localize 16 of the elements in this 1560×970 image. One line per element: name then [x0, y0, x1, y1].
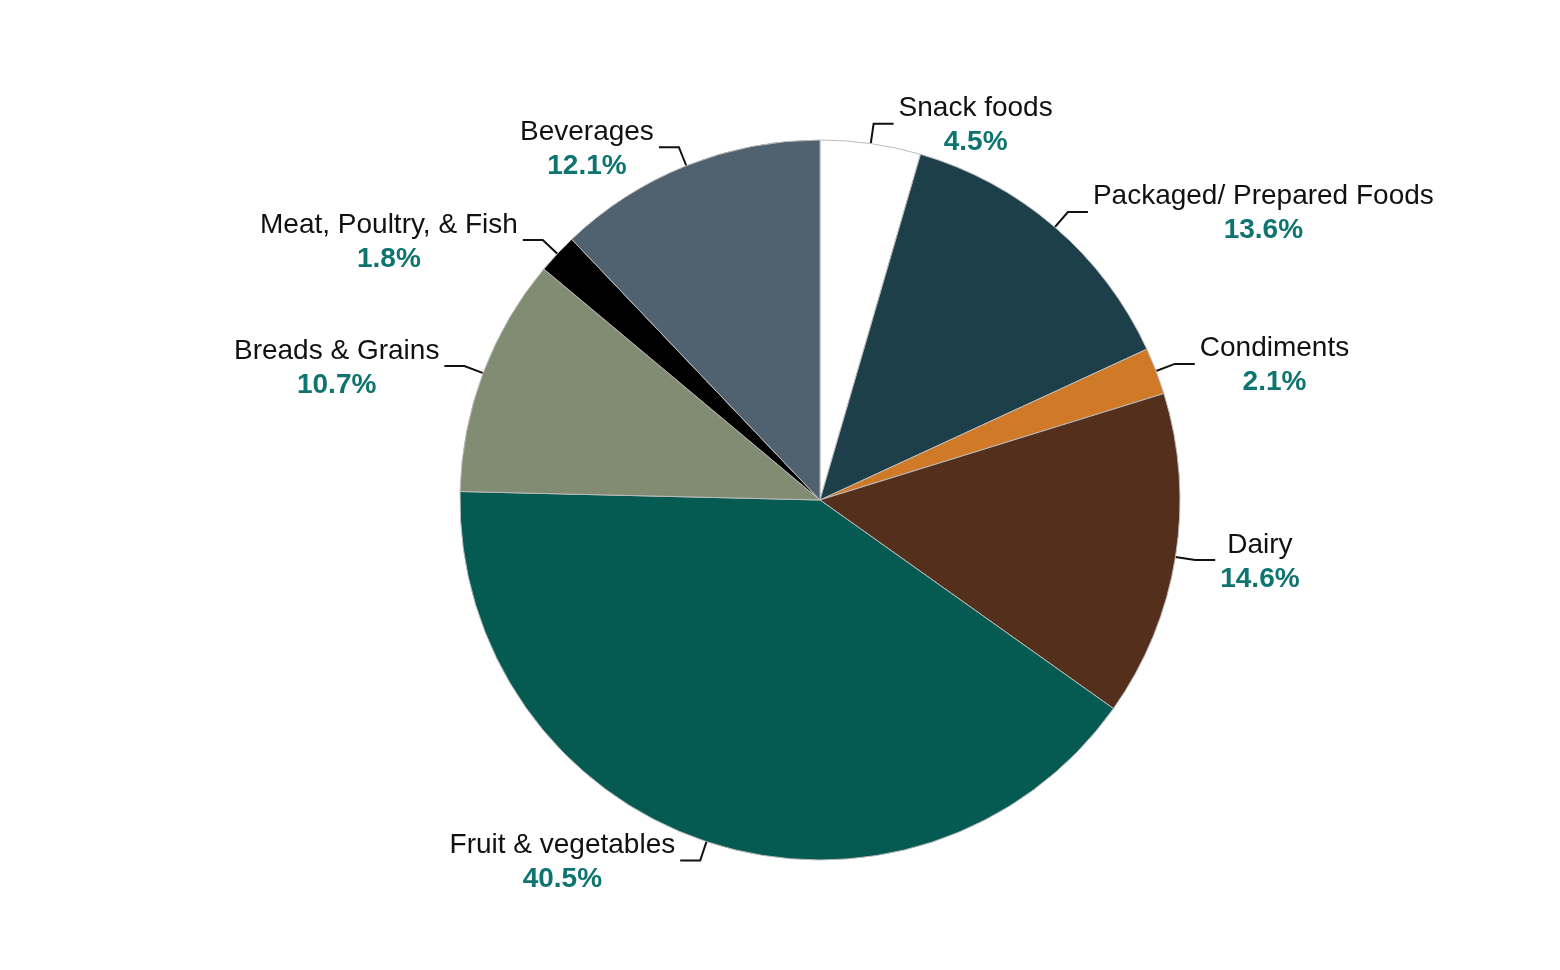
slice-label: Breads & Grains — [233, 333, 440, 365]
data-label: 1.8% — [356, 241, 421, 273]
data-label: 40.5% — [522, 862, 603, 894]
slice-label: Packaged/ Prepared Foods — [1092, 179, 1434, 211]
data-label: 13.6% — [1223, 213, 1304, 245]
slice-label: Meat, Poultry, & Fish — [259, 207, 518, 239]
slice-label: Fruit & vegetables — [449, 828, 676, 860]
data-label: 14.6% — [1220, 561, 1300, 593]
data-label: 12.1% — [547, 148, 627, 180]
slice-label: Snack foods — [898, 91, 1053, 123]
slice-label: Dairy — [1227, 527, 1293, 559]
slice-label: Condiments — [1199, 331, 1350, 363]
data-label: 4.5% — [943, 125, 1008, 157]
slice-label: Beverages — [520, 114, 654, 146]
data-label: 10.7% — [296, 367, 377, 399]
data-label: 2.1% — [1242, 365, 1307, 397]
